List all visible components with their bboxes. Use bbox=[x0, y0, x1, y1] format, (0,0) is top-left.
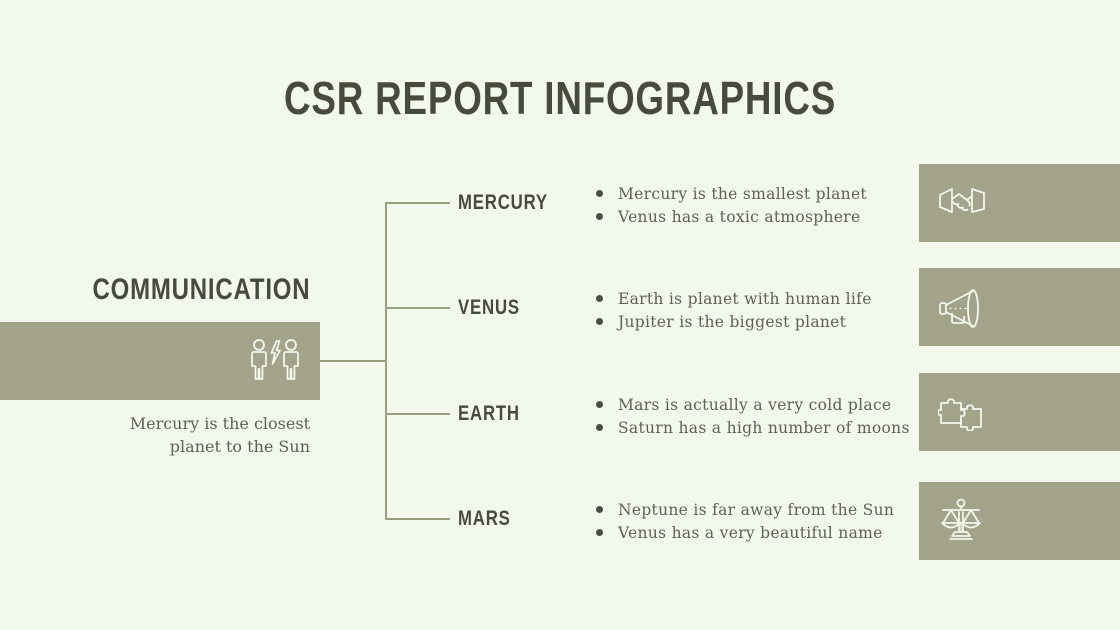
connector-stub-line bbox=[320, 360, 386, 362]
bullet-text: Saturn has a high number of moons bbox=[618, 418, 910, 437]
bullet-group-venus: Earth is planet with human life Jupiter … bbox=[596, 287, 872, 333]
bullet-row: Venus has a toxic atmosphere bbox=[596, 205, 867, 228]
bullet-text: Venus has a toxic atmosphere bbox=[618, 207, 861, 226]
scales-icon bbox=[938, 498, 984, 544]
bullet-group-mars: Neptune is far away from the Sun Venus h… bbox=[596, 498, 894, 544]
caption-line: planet to the Sun bbox=[169, 437, 310, 456]
bullet-dot bbox=[596, 213, 603, 220]
bullet-text: Jupiter is the biggest planet bbox=[618, 312, 847, 331]
branch-label-venus: VENUS bbox=[458, 294, 535, 322]
megaphone-icon bbox=[938, 284, 984, 330]
communication-heading-text: COMMUNICATION bbox=[92, 273, 310, 306]
branch-label-text: VENUS bbox=[458, 296, 520, 319]
bullet-text: Mars is actually a very cold place bbox=[618, 395, 892, 414]
caption-line: Mercury is the closest bbox=[129, 414, 310, 433]
bullet-group-mercury: Mercury is the smallest planet Venus has… bbox=[596, 182, 867, 228]
bullet-dot bbox=[596, 506, 603, 513]
bullet-dot bbox=[596, 529, 603, 536]
bullet-text: Venus has a very beautiful name bbox=[618, 523, 883, 542]
page-title: CSR REPORT INFOGRAPHICS bbox=[0, 74, 1120, 122]
panel-scales bbox=[919, 482, 1120, 560]
branch-label-text: MERCURY bbox=[458, 191, 548, 214]
page-title-text: CSR REPORT INFOGRAPHICS bbox=[283, 72, 837, 124]
bullet-row: Mercury is the smallest planet bbox=[596, 182, 867, 205]
bullet-row: Venus has a very beautiful name bbox=[596, 521, 894, 544]
bullet-row: Mars is actually a very cold place bbox=[596, 393, 910, 416]
connector-branch-line-mercury bbox=[385, 202, 450, 204]
connector-branch-line-venus bbox=[385, 307, 450, 309]
communication-heading: COMMUNICATION bbox=[38, 272, 310, 308]
bullet-row: Jupiter is the biggest planet bbox=[596, 310, 872, 333]
bullet-row: Earth is planet with human life bbox=[596, 287, 872, 310]
bullet-dot bbox=[596, 401, 603, 408]
bullet-row: Neptune is far away from the Sun bbox=[596, 498, 894, 521]
branch-label-mercury: MERCURY bbox=[458, 189, 570, 217]
bullet-dot bbox=[596, 295, 603, 302]
bullet-dot bbox=[596, 424, 603, 431]
bullet-group-earth: Mars is actually a very cold place Satur… bbox=[596, 393, 910, 439]
communication-bar bbox=[0, 322, 320, 400]
connector-vertical-line bbox=[385, 202, 387, 520]
branch-label-mars: MARS bbox=[458, 505, 524, 533]
bullet-text: Mercury is the smallest planet bbox=[618, 184, 867, 203]
branch-label-text: EARTH bbox=[458, 402, 520, 425]
bullet-row: Saturn has a high number of moons bbox=[596, 416, 910, 439]
panel-megaphone bbox=[919, 268, 1120, 346]
bullet-dot bbox=[596, 190, 603, 197]
communication-caption: Mercury is the closest planet to the Sun bbox=[130, 412, 310, 458]
connector-branch-line-mars bbox=[385, 518, 450, 520]
bullet-text: Earth is planet with human life bbox=[618, 289, 872, 308]
puzzle-icon bbox=[938, 393, 986, 431]
branch-label-earth: EARTH bbox=[458, 400, 535, 428]
panel-handshake bbox=[919, 164, 1120, 242]
connector-branch-line-earth bbox=[385, 413, 450, 415]
bullet-text: Neptune is far away from the Sun bbox=[618, 500, 895, 519]
handshake-icon bbox=[938, 186, 986, 220]
bullet-dot bbox=[596, 318, 603, 325]
panel-puzzle bbox=[919, 373, 1120, 451]
people-communication-icon bbox=[248, 338, 302, 384]
branch-label-text: MARS bbox=[458, 507, 511, 530]
